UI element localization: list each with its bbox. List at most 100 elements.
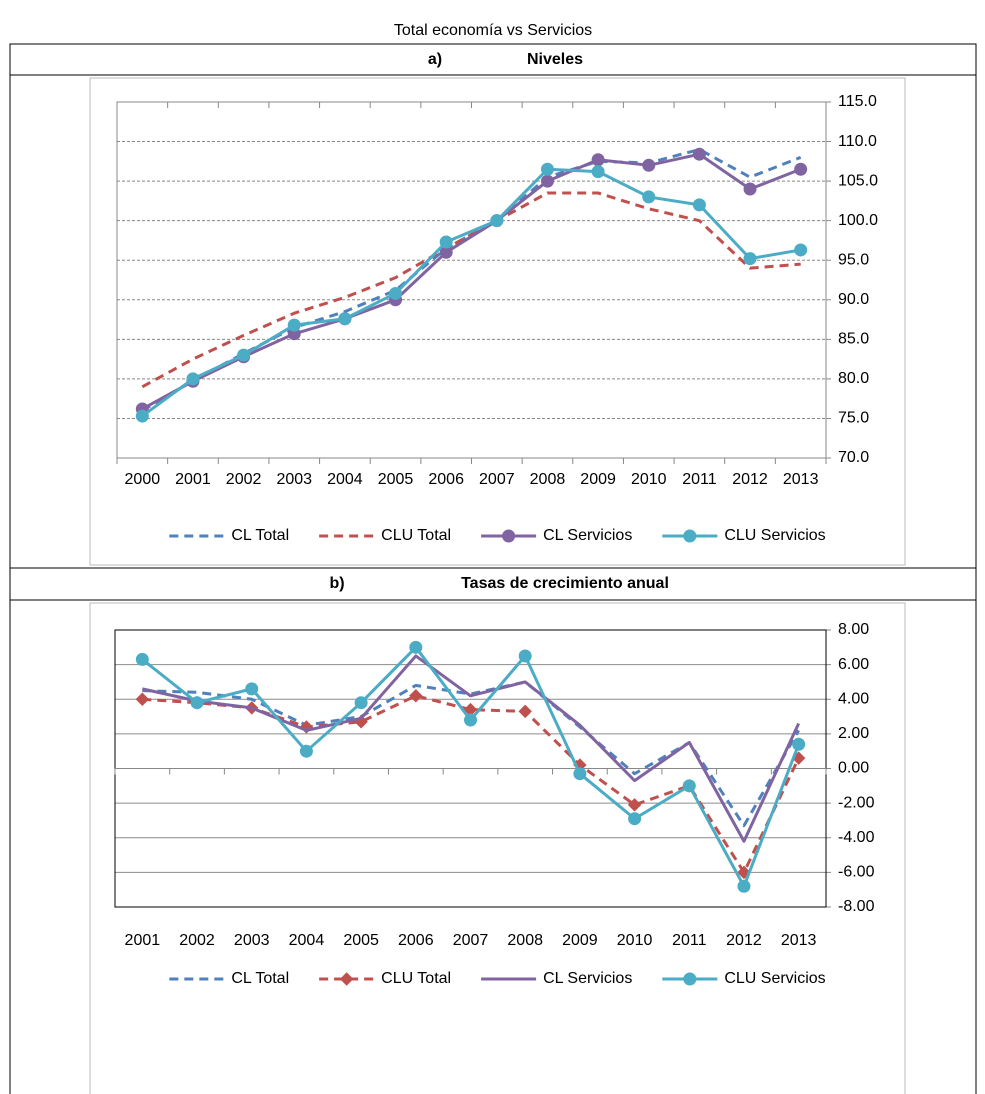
series-line <box>141 645 801 888</box>
series-marker <box>794 162 808 176</box>
y-tick-label: 70.0 <box>838 449 869 466</box>
series-marker <box>692 147 706 161</box>
series-marker <box>135 692 150 706</box>
legend-marker <box>339 972 354 986</box>
x-tick-label: 2002 <box>179 932 215 949</box>
panel-label: a) <box>428 51 442 68</box>
series-marker <box>692 198 706 212</box>
series-marker <box>245 682 259 696</box>
series-marker <box>354 696 368 710</box>
y-tick-label: 95.0 <box>838 251 869 268</box>
x-tick-label: 2005 <box>343 932 379 949</box>
y-tick-label: -4.00 <box>838 829 875 846</box>
series-marker <box>389 286 403 300</box>
panel-title: Tasas de crecimiento anual <box>461 575 669 592</box>
y-tick-label: 6.00 <box>838 656 869 673</box>
series-line <box>141 191 801 389</box>
series-marker <box>794 243 808 257</box>
x-tick-label: 2009 <box>562 932 598 949</box>
series-marker <box>518 704 532 719</box>
y-tick-label: 4.00 <box>838 690 869 707</box>
y-tick-label: 2.00 <box>838 725 869 742</box>
series-line <box>141 167 801 418</box>
series-marker <box>409 689 423 703</box>
series-marker <box>338 312 352 326</box>
series-marker <box>490 214 504 228</box>
y-tick-label: 8.00 <box>838 621 869 638</box>
x-tick-label: 2013 <box>781 932 817 949</box>
x-tick-label: 2011 <box>672 932 707 949</box>
x-tick-label: 2004 <box>289 932 325 949</box>
legend-marker <box>502 529 516 543</box>
y-tick-label: 105.0 <box>838 172 878 189</box>
y-tick-label: 85.0 <box>838 331 869 348</box>
series-marker <box>540 162 554 176</box>
y-tick-label: 75.0 <box>838 410 869 427</box>
x-tick-label: 2010 <box>631 471 667 488</box>
panel-title: Niveles <box>527 51 583 68</box>
y-tick-label: 110.0 <box>838 133 877 150</box>
chart-box <box>89 602 906 1094</box>
x-tick-label: 2011 <box>682 471 717 488</box>
legend-marker <box>683 972 697 986</box>
series-marker <box>743 252 757 266</box>
x-tick-label: 2004 <box>327 471 363 488</box>
x-tick-label: 2010 <box>617 932 653 949</box>
series-marker <box>287 318 301 332</box>
series-marker <box>186 372 200 386</box>
series-line <box>142 654 801 843</box>
series-marker <box>642 190 656 204</box>
x-tick-label: 2013 <box>783 471 819 488</box>
chart-box <box>89 77 906 566</box>
x-tick-label: 2001 <box>125 932 161 949</box>
series-marker <box>464 713 477 727</box>
x-tick-label: 2005 <box>378 471 414 488</box>
x-tick-label: 2008 <box>530 471 566 488</box>
y-tick-label: -8.00 <box>838 898 875 915</box>
x-tick-label: 2008 <box>507 932 543 949</box>
legend-label: CLU Total <box>381 527 451 544</box>
x-tick-label: 2003 <box>234 932 270 949</box>
y-tick-label: -2.00 <box>838 794 875 811</box>
page-title: Total economía vs Servicios <box>394 22 592 39</box>
x-tick-label: 2012 <box>726 932 762 949</box>
plot-frame <box>116 101 827 459</box>
x-tick-label: 2002 <box>226 471 262 488</box>
panel-label: b) <box>329 575 344 592</box>
series-line <box>141 147 802 412</box>
series-marker <box>682 779 696 793</box>
legend-label: CL Servicios <box>543 970 632 987</box>
series-line <box>141 152 802 411</box>
legend-label: CLU Servicios <box>724 970 825 987</box>
series-marker <box>591 153 605 167</box>
x-tick-label: 2006 <box>398 932 434 949</box>
series-marker <box>237 348 251 362</box>
series-marker <box>439 235 453 249</box>
series-marker <box>409 640 423 654</box>
series-marker <box>743 182 757 196</box>
legend-marker <box>683 529 697 543</box>
legend-label: CL Total <box>231 970 289 987</box>
x-tick-label: 2001 <box>175 471 211 488</box>
series-marker <box>135 652 149 666</box>
y-tick-label: 90.0 <box>838 291 869 308</box>
series-marker <box>792 737 806 751</box>
series-marker <box>591 165 605 179</box>
y-tick-label: 0.00 <box>838 760 869 777</box>
x-tick-label: 2012 <box>732 471 768 488</box>
table-frame <box>9 43 977 1094</box>
series-marker <box>628 812 642 826</box>
y-tick-label: 80.0 <box>838 370 869 387</box>
y-tick-label: 100.0 <box>838 212 878 229</box>
series-marker <box>135 409 149 423</box>
series-marker <box>627 798 642 812</box>
series-marker <box>518 649 532 663</box>
y-tick-label: 115.0 <box>838 93 877 110</box>
y-tick-label: -6.00 <box>838 864 875 881</box>
legend-label: CLU Servicios <box>724 527 825 544</box>
x-tick-label: 2009 <box>580 471 616 488</box>
legend-label: CLU Total <box>381 970 451 987</box>
legend-label: CL Total <box>231 527 289 544</box>
x-tick-label: 2006 <box>428 471 464 488</box>
